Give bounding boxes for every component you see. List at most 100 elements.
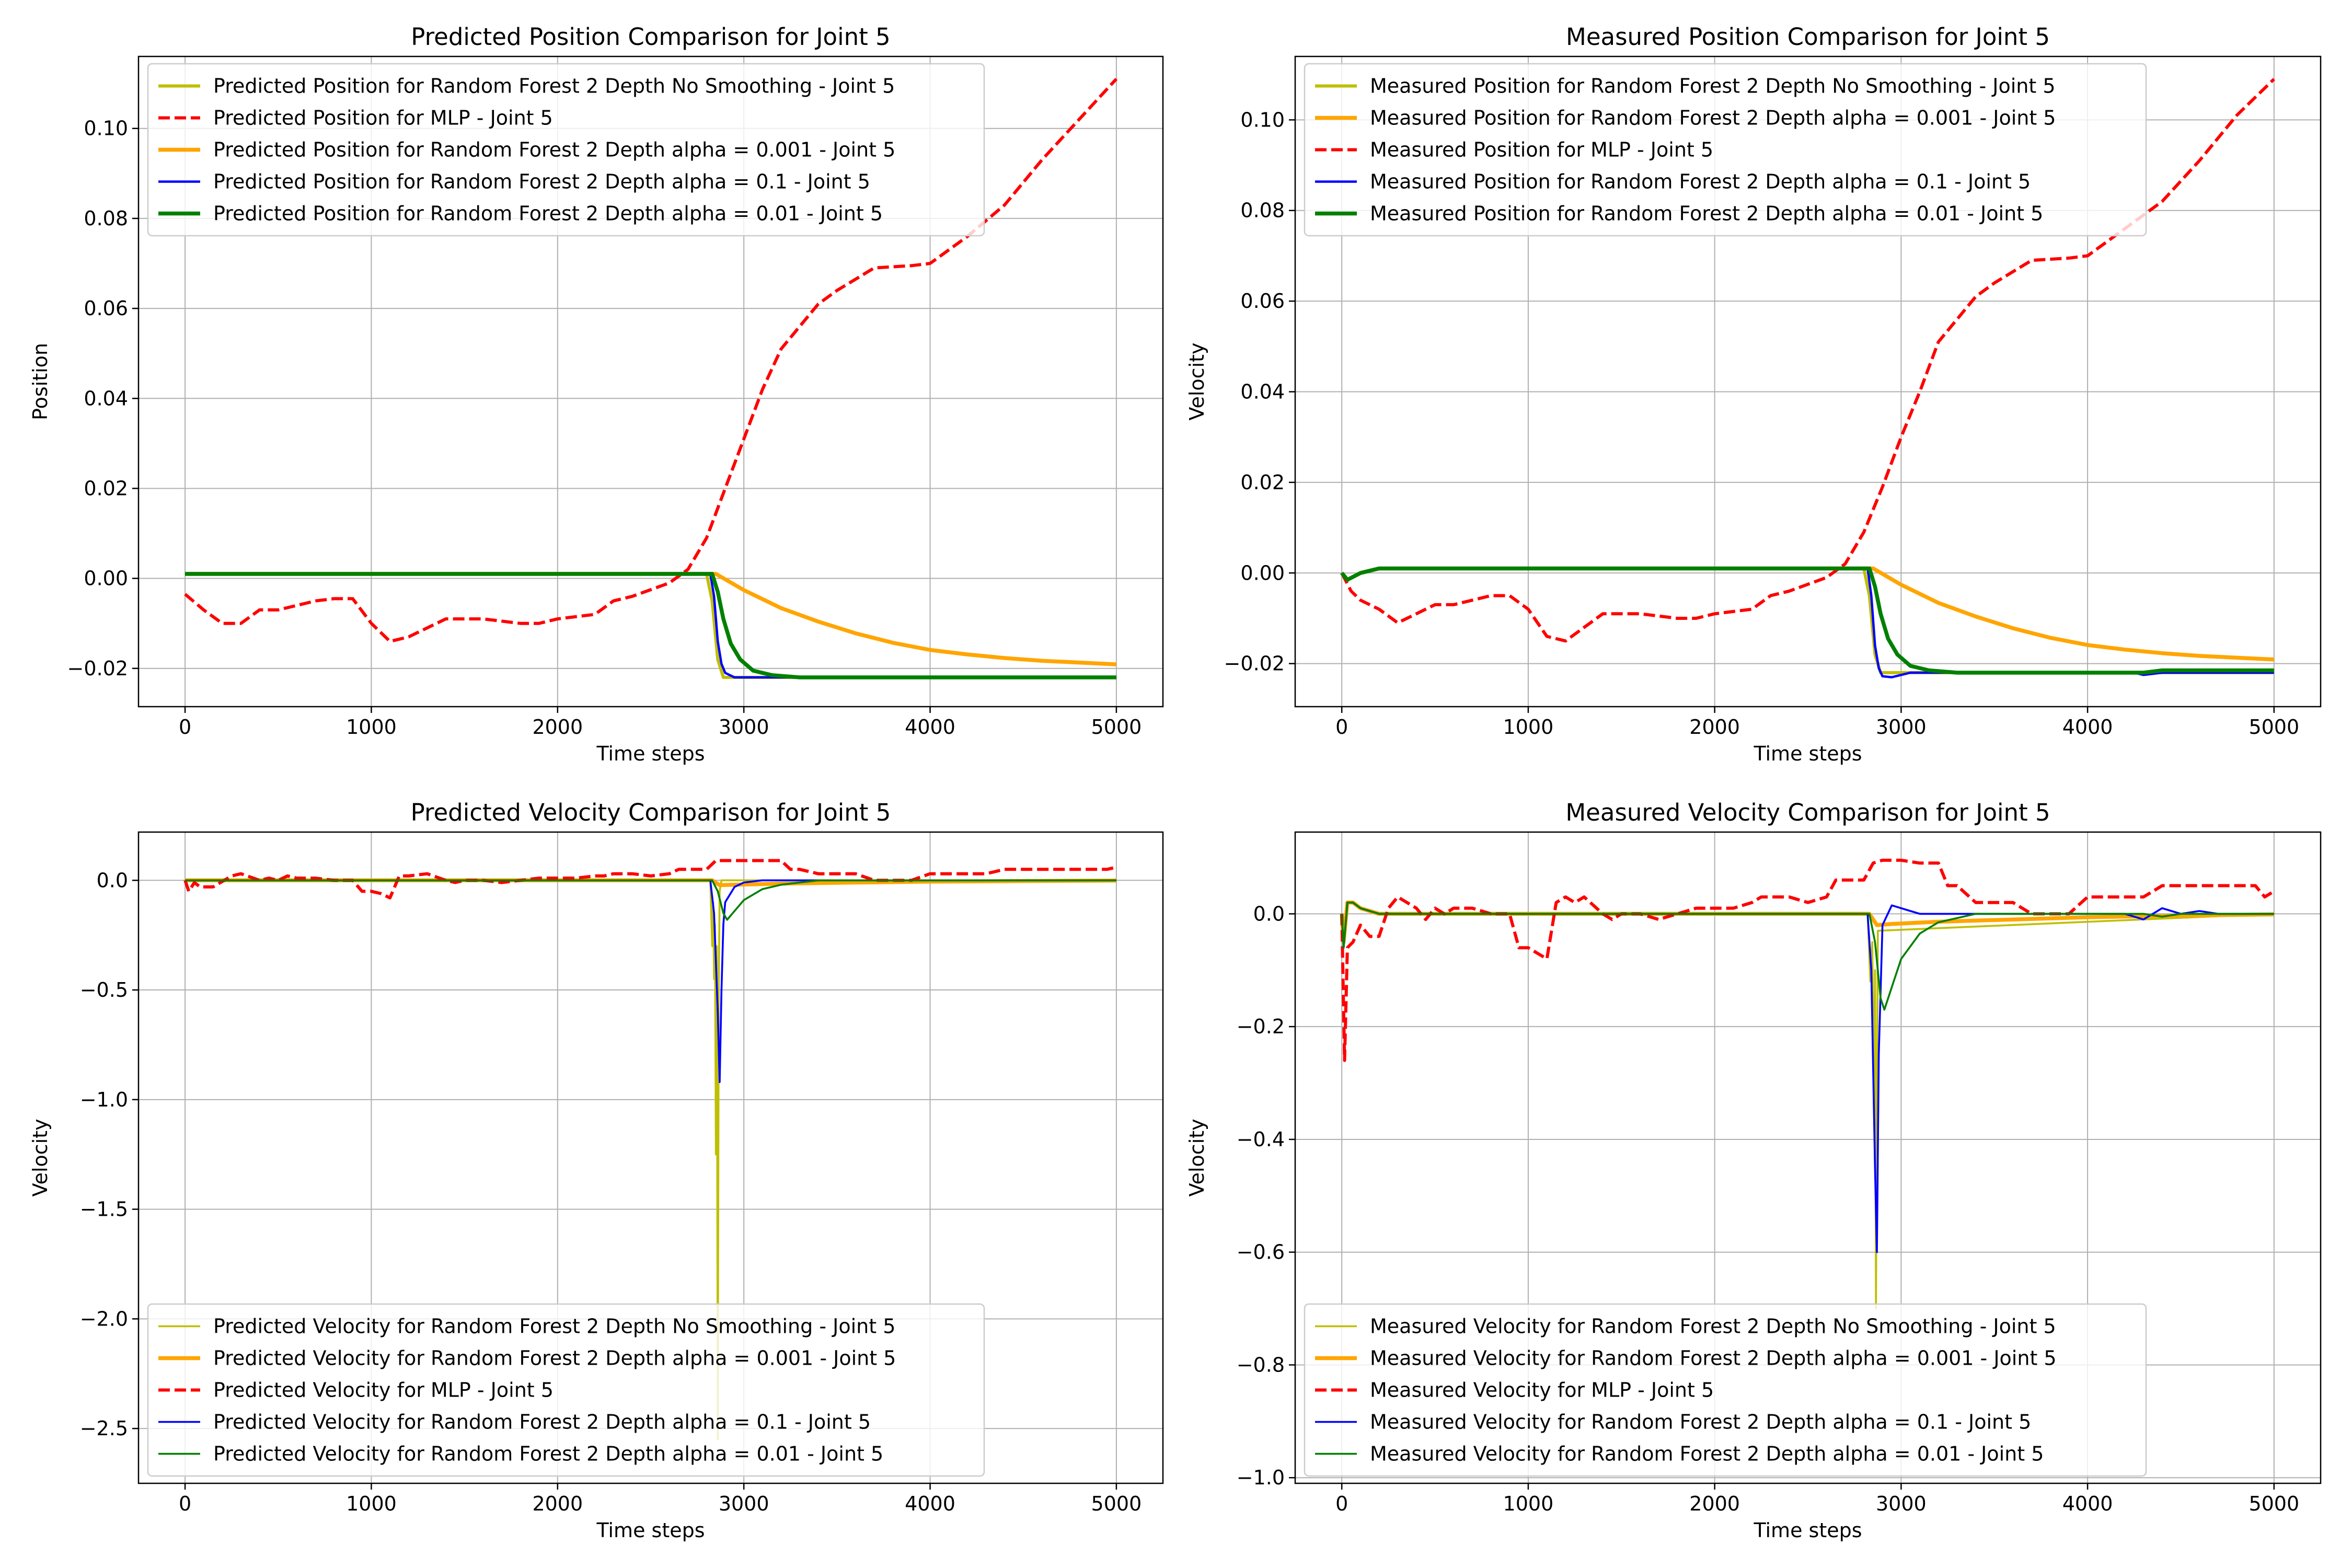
legend-label: Predicted Position for Random Forest 2 D… <box>213 170 870 193</box>
y-tick-label: −1.0 <box>80 1088 128 1111</box>
y-tick-label: −1.5 <box>80 1198 128 1221</box>
x-tick-label: 0 <box>1335 716 1348 739</box>
series-line-1 <box>185 879 1116 1440</box>
legend-box <box>147 63 985 237</box>
x-tick-label: 4000 <box>2062 1492 2113 1515</box>
x-tick-label: 1000 <box>346 716 397 739</box>
y-axis-label: Velocity <box>1185 1119 1208 1196</box>
x-tick-label: 4000 <box>905 1492 955 1515</box>
y-tick-label: −0.2 <box>1237 1015 1285 1038</box>
x-tick-label: 4000 <box>905 716 955 739</box>
legend-label: Predicted Velocity for Random Forest 2 D… <box>213 1443 883 1466</box>
legend-label: Predicted Velocity for Random Forest 2 D… <box>213 1347 896 1370</box>
x-axis-label: Time steps <box>596 1519 705 1542</box>
chart-title: Measured Velocity Comparison for Joint 5 <box>1565 799 2050 826</box>
legend: Measured Position for Random Forest 2 De… <box>1304 63 2147 237</box>
legend-box <box>147 1303 985 1477</box>
y-tick-label: 0.00 <box>1240 561 1285 584</box>
y-tick-label: −0.8 <box>1237 1353 1285 1376</box>
legend-label: Predicted Position for MLP - Joint 5 <box>213 107 553 130</box>
x-tick-label: 1000 <box>1503 716 1554 739</box>
x-tick-label: 1000 <box>346 1492 397 1515</box>
y-tick-label: 0.0 <box>1253 902 1285 925</box>
series-line-5 <box>1341 902 2274 1011</box>
x-tick-label: 2000 <box>532 1492 583 1515</box>
x-tick-label: 1000 <box>1503 1492 1554 1515</box>
legend-label: Measured Velocity for Random Forest 2 De… <box>1370 1347 2057 1370</box>
legend-label: Measured Velocity for Random Forest 2 De… <box>1370 1411 2031 1434</box>
y-tick-label: 0.00 <box>84 567 128 590</box>
y-axis-label: Velocity <box>29 1119 52 1196</box>
legend-label: Measured Velocity for Random Forest 2 De… <box>1370 1315 2056 1338</box>
x-tick-label: 0 <box>1335 1492 1348 1515</box>
y-tick-label: 0.10 <box>1240 108 1285 131</box>
y-tick-label: −0.5 <box>80 978 128 1001</box>
chart-title: Predicted Velocity Comparison for Joint … <box>411 799 891 826</box>
plot-frame <box>137 55 1164 708</box>
x-tick-label: 0 <box>179 716 191 739</box>
legend-box <box>1304 63 2147 237</box>
series-line-3 <box>183 859 1117 900</box>
y-tick-label: 0.02 <box>1240 471 1285 494</box>
chart-4: 0 1000 2000 3000 4000 5000 −1.0 −0.8 −0.6 −0.4 −0.… <box>1185 799 2322 1542</box>
chart-2: 0 1000 2000 3000 4000 5000 −0.02 0.00 0.02 0.04 0.… <box>1185 23 2322 765</box>
chart-title: Predicted Position Comparison for Joint … <box>411 23 890 51</box>
y-tick-label: −1.0 <box>1237 1466 1285 1489</box>
legend-label: Measured Position for Random Forest 2 De… <box>1370 170 2031 193</box>
legend-label: Measured Position for Random Forest 2 De… <box>1370 75 2056 98</box>
y-tick-label: −0.02 <box>67 657 128 680</box>
legend-label: Predicted Position for Random Forest 2 D… <box>213 75 895 98</box>
x-axis-label: Time steps <box>1753 1519 1862 1542</box>
x-tick-label: 2000 <box>532 716 583 739</box>
x-tick-label: 3000 <box>719 1492 769 1515</box>
legend-label: Measured Velocity for MLP - Joint 5 <box>1370 1379 1714 1402</box>
y-tick-label: 0.08 <box>84 207 128 230</box>
y-tick-label: 0.02 <box>84 477 128 500</box>
plot-frame <box>1294 55 2322 708</box>
x-tick-label: 2000 <box>1689 1492 1740 1515</box>
y-tick-label: 0.04 <box>84 387 128 410</box>
series-line-5 <box>185 879 1116 921</box>
series-line-3 <box>185 572 1117 666</box>
x-tick-label: 0 <box>179 1492 191 1515</box>
legend: Predicted Velocity for Random Forest 2 D… <box>147 1303 985 1477</box>
chart-1: 0 1000 2000 3000 4000 5000 −0.02 0.00 0.02 0.04 0.… <box>29 23 1164 765</box>
x-tick-label: 5000 <box>2249 1492 2299 1515</box>
legend-label: Predicted Velocity for Random Forest 2 D… <box>213 1315 895 1338</box>
y-tick-label: −2.5 <box>80 1417 128 1440</box>
legend-label: Predicted Position for Random Forest 2 D… <box>213 202 883 225</box>
legend: Predicted Position for Random Forest 2 D… <box>147 63 985 237</box>
y-axis-label: Position <box>29 343 52 420</box>
series-line-2 <box>184 77 1118 643</box>
plot-frame <box>137 831 1164 1484</box>
legend-label: Predicted Position for Random Forest 2 D… <box>213 139 895 162</box>
x-tick-label: 3000 <box>1876 1492 1927 1515</box>
y-tick-label: 0.08 <box>1240 199 1285 222</box>
x-tick-label: 4000 <box>2062 716 2113 739</box>
x-tick-label: 5000 <box>2249 716 2299 739</box>
x-axis-label: Time steps <box>1753 742 1862 765</box>
x-tick-label: 2000 <box>1689 716 1740 739</box>
legend-label: Predicted Velocity for MLP - Joint 5 <box>213 1379 554 1402</box>
legend-label: Predicted Velocity for Random Forest 2 D… <box>213 1411 871 1434</box>
chart-3: 0 1000 2000 3000 4000 5000 −2.5 −2.0 −1.5 −1.0 −0.… <box>29 799 1164 1542</box>
x-tick-label: 3000 <box>719 716 769 739</box>
y-tick-label: −0.6 <box>1237 1241 1285 1264</box>
legend-label: Measured Velocity for Random Forest 2 De… <box>1370 1443 2044 1466</box>
y-tick-label: 0.04 <box>1240 381 1285 403</box>
series-line-5 <box>185 572 1116 679</box>
legend: Measured Velocity for Random Forest 2 De… <box>1304 1303 2147 1477</box>
series-line-4 <box>185 879 1116 1083</box>
y-tick-label: 0.06 <box>84 297 128 320</box>
series-line-5 <box>1340 566 2274 675</box>
x-tick-label: 5000 <box>1091 716 1142 739</box>
series-line-3 <box>1340 78 2275 643</box>
chart-title: Measured Position Comparison for Joint 5 <box>1566 23 2050 51</box>
y-tick-label: 0.0 <box>97 869 128 892</box>
series-line-4 <box>185 572 1116 679</box>
y-tick-label: −2.0 <box>80 1307 128 1330</box>
legend-label: Measured Position for Random Forest 2 De… <box>1370 202 2043 225</box>
y-tick-label: 0.06 <box>1240 290 1285 313</box>
plot-frame <box>1294 831 2322 1484</box>
